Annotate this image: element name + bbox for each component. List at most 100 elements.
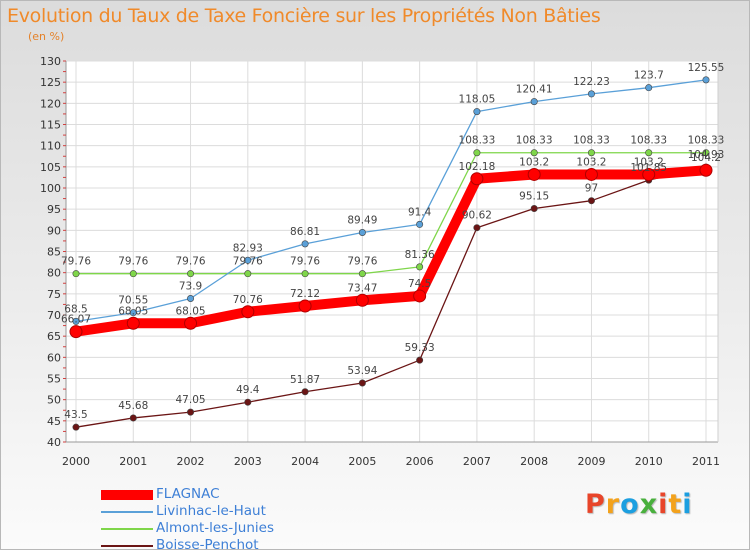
data-point-almont-les-junies[interactable] [301, 270, 309, 278]
data-point-almont-les-junies[interactable] [530, 149, 538, 157]
data-point-livinhac-le-haut[interactable] [187, 294, 195, 302]
data-point-flagnac[interactable] [470, 172, 484, 186]
data-label-livinhac-le-haut: 122.23 [573, 76, 610, 88]
data-label-boisse-penchot: 97 [585, 183, 598, 195]
data-label-livinhac-le-haut: 70.55 [118, 295, 148, 307]
data-point-flagnac[interactable] [126, 316, 140, 330]
data-point-almont-les-junies[interactable] [702, 149, 710, 157]
data-point-livinhac-le-haut[interactable] [129, 309, 137, 317]
data-label-flagnac: 102.18 [459, 161, 496, 173]
chart-title: Evolution du Taux de Taxe Foncière sur l… [7, 5, 601, 27]
data-point-boisse-penchot[interactable] [587, 197, 595, 205]
data-label-livinhac-le-haut: 91.4 [408, 206, 432, 218]
y-tick-label: 90 [47, 224, 61, 237]
data-point-flagnac[interactable] [642, 167, 656, 181]
data-point-boisse-penchot[interactable] [187, 408, 195, 416]
data-point-almont-les-junies[interactable] [587, 149, 595, 157]
y-tick-label: 45 [47, 415, 61, 428]
x-tick-label: 2011 [692, 455, 720, 468]
data-label-boisse-penchot: 43.5 [64, 409, 87, 421]
data-label-flagnac: 103.2 [519, 156, 549, 168]
data-point-livinhac-le-haut[interactable] [72, 317, 80, 325]
data-point-almont-les-junies[interactable] [72, 270, 80, 278]
data-point-livinhac-le-haut[interactable] [587, 90, 595, 98]
y-tick-label: 110 [40, 140, 61, 153]
data-point-almont-les-junies[interactable] [244, 270, 252, 278]
data-label-livinhac-le-haut: 118.05 [459, 94, 496, 106]
data-point-boisse-penchot[interactable] [473, 224, 481, 232]
data-point-flagnac[interactable] [241, 305, 255, 319]
data-point-livinhac-le-haut[interactable] [244, 256, 252, 264]
x-tick-label: 2009 [577, 455, 605, 468]
data-label-flagnac: 103.2 [576, 156, 606, 168]
x-tick-label: 2008 [520, 455, 548, 468]
data-label-flagnac: 70.76 [233, 294, 263, 306]
y-tick-label: 105 [40, 161, 61, 174]
data-point-livinhac-le-haut[interactable] [416, 220, 424, 228]
data-point-almont-les-junies[interactable] [358, 270, 366, 278]
data-label-almont-les-junies: 108.33 [573, 135, 610, 147]
data-point-flagnac[interactable] [184, 316, 198, 330]
data-point-livinhac-le-haut[interactable] [301, 240, 309, 248]
logo-letter: i [682, 489, 693, 520]
data-label-flagnac: 68.05 [118, 305, 148, 317]
legend-swatch-boisse-penchot [101, 544, 153, 547]
data-point-boisse-penchot[interactable] [244, 398, 252, 406]
series-line-boisse-penchot [75, 166, 707, 428]
data-label-flagnac: 68.05 [176, 305, 206, 317]
data-point-flagnac[interactable] [355, 293, 369, 307]
data-label-livinhac-le-haut: 120.41 [516, 84, 553, 96]
data-point-boisse-penchot[interactable] [416, 356, 424, 364]
data-point-almont-les-junies[interactable] [129, 270, 137, 278]
y-tick-label: 130 [40, 55, 61, 68]
data-point-boisse-penchot[interactable] [530, 205, 538, 213]
logo-letter: o [620, 489, 640, 520]
data-point-flagnac[interactable] [413, 289, 427, 303]
data-point-livinhac-le-haut[interactable] [645, 84, 653, 92]
data-label-boisse-penchot: 101.85 [630, 162, 667, 174]
data-point-livinhac-le-haut[interactable] [530, 98, 538, 106]
x-tick-label: 2010 [635, 455, 663, 468]
data-point-almont-les-junies[interactable] [187, 270, 195, 278]
data-point-livinhac-le-haut[interactable] [702, 76, 710, 84]
data-point-flagnac[interactable] [69, 325, 83, 339]
data-label-almont-les-junies: 108.33 [688, 135, 725, 147]
y-tick-label: 65 [47, 330, 61, 343]
data-point-boisse-penchot[interactable] [129, 414, 137, 422]
data-label-almont-les-junies: 79.76 [176, 256, 206, 268]
data-point-flagnac[interactable] [298, 299, 312, 313]
data-label-boisse-penchot: 47.05 [176, 394, 206, 406]
y-tick-label: 100 [40, 182, 61, 195]
data-point-almont-les-junies[interactable] [645, 149, 653, 157]
data-point-almont-les-junies[interactable] [473, 149, 481, 157]
legend-label-livinhac-le-haut: Livinhac-le-Haut [156, 503, 266, 519]
data-label-boisse-penchot: 51.87 [290, 374, 320, 386]
data-point-flagnac[interactable] [699, 163, 713, 177]
y-tick-label: 125 [40, 76, 61, 89]
data-point-boisse-penchot[interactable] [358, 379, 366, 387]
data-label-almont-les-junies: 79.76 [290, 256, 320, 268]
x-tick-label: 2006 [406, 455, 434, 468]
data-label-flagnac: 103.2 [634, 156, 664, 168]
y-tick-label: 85 [47, 246, 61, 259]
y-tick-label: 95 [47, 203, 61, 216]
data-label-boisse-penchot: 45.68 [118, 400, 148, 412]
data-label-boisse-penchot: 104.93 [688, 149, 725, 161]
legend-swatch-livinhac-le-haut [101, 510, 153, 513]
data-point-boisse-penchot[interactable] [301, 388, 309, 396]
data-point-flagnac[interactable] [527, 167, 541, 181]
logo-letter: r [605, 489, 621, 520]
x-tick-label: 2003 [234, 455, 262, 468]
proxiti-logo: Proxiti [585, 489, 693, 520]
data-point-flagnac[interactable] [584, 167, 598, 181]
data-label-livinhac-le-haut: 68.5 [64, 303, 87, 315]
data-point-livinhac-le-haut[interactable] [473, 108, 481, 116]
data-point-boisse-penchot[interactable] [72, 423, 80, 431]
data-label-almont-les-junies: 108.33 [459, 135, 496, 147]
data-point-almont-les-junies[interactable] [416, 263, 424, 271]
data-point-livinhac-le-haut[interactable] [358, 228, 366, 236]
y-tick-label: 55 [47, 373, 61, 386]
y-tick-label: 40 [47, 436, 61, 449]
